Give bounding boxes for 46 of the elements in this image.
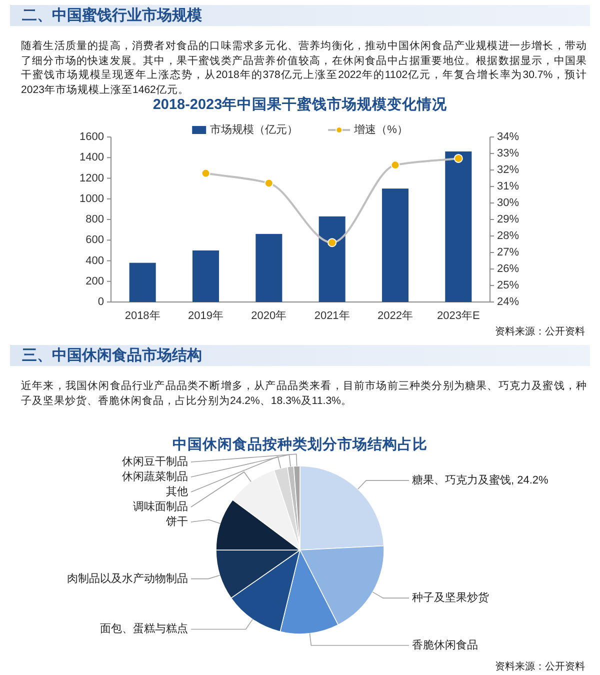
slice-label: 饼干 [165,515,188,528]
slice-label: 肉制品以及水产动物制品 [67,572,188,585]
y2-tick-label: 27% [497,246,520,258]
y-tick-label: 1000 [80,192,104,205]
y2-tick-label: 34% [497,131,520,143]
x-tick-label: 2019年 [188,310,224,322]
slice-label: 种子及坚果炒货 [412,591,489,604]
x-tick-label: 2023年E [437,310,480,322]
y2-tick-label: 25% [497,280,520,292]
x-tick-label: 2020年 [251,310,287,322]
chart-title: 中国休闲食品按种类划分市场结构占比 [172,435,428,453]
text: 二、中国蜜饯行业市场规模 [10,5,590,26]
y2-tick-label: 31% [497,180,520,192]
slice-label: 面包、蛋糕与糕点 [100,622,188,636]
y-tick-label: 200 [86,275,104,288]
y2-tick-label: 33% [497,148,520,160]
chart-title: 2018-2023年中国果干蜜饯市场规模变化情况 [152,95,448,113]
y-tick-label: 1600 [80,131,104,143]
slice-label: 香脆休闲食品 [412,638,478,652]
slice-label: 其他 [166,485,188,498]
y2-tick-label: 28% [497,230,520,242]
legend-label: 市场规模（亿元） [210,123,298,136]
y2-tick-label: 26% [497,263,520,275]
y-tick-label: 600 [86,234,104,246]
text: 随着生活质量的提高，消费者对食品的口味需求多元化、营养均衡化，推动中国休闲食品产业规模进一步增长，带动了细分市场的快速发展。其中，果干蜜饯类产品营养价值较高，在休闲食品中占据重要地位。根据数据显示，中国果干蜜饯市场规模呈现逐年上涨态势，从2018年的378亿元上涨至2022年的1102亿元，年复合增长率为30.7%，预计2023年市场规模上涨至1462亿元。 [21,39,587,96]
x-tick-label: 2021年 [314,310,350,322]
x-tick-label: 2022年 [378,310,413,322]
y2-tick-label: 24% [497,296,520,308]
text: 资料来源：公开资料 [495,660,585,672]
y-tick-label: 1200 [80,172,104,184]
slice-label: 休闲豆干制品 [122,455,188,468]
text: 三、中国休闲食品市场结构 [10,345,590,366]
y2-tick-label: 29% [497,214,520,226]
x-tick-label: 2018年 [124,310,160,322]
text: 资料来源：公开资料 [495,326,585,338]
y2-tick-label: 30% [497,197,520,209]
slice-label: 休闲蔬菜制品 [122,470,188,483]
slice-label: 糖果、巧克力及蜜饯, 24.2% [412,473,549,486]
y-tick-label: 1400 [80,152,104,164]
text: 近年来，我国休闲食品行业产品品类不断增多，从产品品类来看，目前市场前三种类分别为糖果、巧克力及蜜饯，种子及坚果炒货、香脆休闲食品，占比分别为24.2%、18.3%及11.3%。 [21,379,587,408]
slice-label: 调味面制品 [133,500,188,513]
y-tick-label: 0 [98,296,104,308]
y-tick-label: 400 [86,254,104,267]
y-tick-label: 800 [86,214,104,226]
legend-label: 增速（%） [353,123,408,136]
y2-tick-label: 32% [497,164,520,176]
